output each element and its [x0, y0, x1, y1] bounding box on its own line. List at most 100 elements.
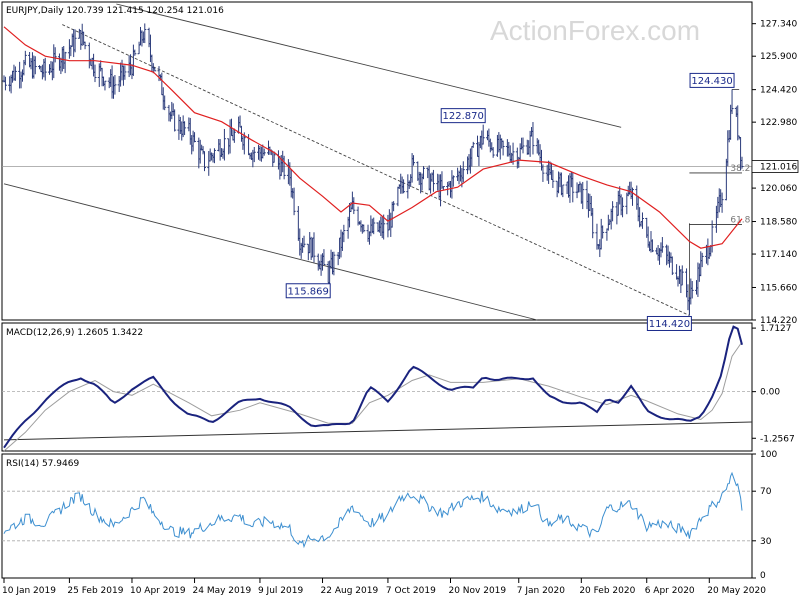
ohlc-bar	[491, 147, 495, 158]
ohlc-bar	[481, 124, 485, 145]
price-annotation: 122.870	[440, 108, 486, 124]
price-tick-label: 125.900	[760, 52, 797, 62]
ohlc-bar	[93, 64, 97, 83]
date-axis: 10 Jan 2019 25 Feb 2019 10 Apr 2019 24 May …	[2, 578, 766, 596]
ohlc-bar	[282, 155, 286, 180]
ohlc-bar	[461, 161, 465, 183]
rsi-header: RSI(14) 57.9469	[6, 459, 79, 469]
macd-tick-label: 0.00	[760, 388, 780, 398]
ohlc-bar	[412, 155, 416, 166]
ohlc-bar	[73, 29, 77, 53]
rsi-tick-label: 30	[760, 537, 772, 547]
macd-signal-line	[3, 341, 743, 452]
ohlc-bar	[232, 128, 236, 143]
date-tick-label: 9 Jul 2019	[258, 586, 303, 596]
macd-support-trendline	[3, 421, 753, 441]
ohlc-bar	[222, 128, 226, 161]
ohlc-bar	[113, 75, 117, 95]
rsi-reference-lines	[2, 490, 752, 542]
ohlc-bar	[3, 76, 7, 91]
ohlc-bar	[531, 122, 535, 155]
ohlc-bar	[700, 252, 704, 268]
ohlc-bar	[33, 56, 37, 75]
rsi-axis: 100 70 30 0	[752, 450, 777, 581]
ohlc-bar	[431, 169, 435, 192]
rsi-tick-label: 0	[760, 571, 766, 581]
macd-panel-frame	[1, 322, 753, 452]
ohlc-bar	[680, 265, 684, 286]
annotation-box	[689, 72, 735, 88]
ohlc-bar	[193, 132, 197, 143]
date-tick-label: 7 Jan 2020	[517, 586, 565, 596]
annotation-label: 122.870	[443, 111, 484, 122]
ohlc-bar	[631, 187, 635, 206]
price-tick-label: 121.016	[760, 163, 797, 173]
dotted-trendline	[62, 24, 690, 316]
price-annotation: 115.869	[285, 283, 331, 299]
ohlc-bar	[252, 146, 256, 163]
ohlc-bar	[670, 256, 674, 275]
price-tick-label: 120.060	[760, 184, 797, 194]
ohlc-bar	[541, 164, 545, 182]
date-tick-label: 7 Oct 2019	[386, 586, 436, 596]
ohlc-bar	[551, 170, 555, 188]
ohlc-bar	[392, 201, 396, 212]
ohlc-bar	[302, 235, 306, 248]
ohlc-bar	[396, 186, 400, 207]
main-header: EURJPY,Daily 120.739 121.415 120.254 121…	[6, 6, 224, 16]
macd-tick-label: -1.2567	[760, 434, 795, 444]
macd-header: MACD(12,26,9) 1.2605 1.3422	[6, 328, 143, 338]
rsi-line	[3, 471, 743, 549]
date-tick-label: 20 Feb 2020	[579, 586, 635, 596]
rsi-panel-frame	[1, 453, 753, 579]
annotation-label: 115.869	[288, 286, 329, 297]
watermark: ActionForex.com	[490, 15, 700, 46]
ohlc-bar	[561, 184, 565, 198]
ohlc-bar	[163, 95, 167, 111]
main-panel-frame	[1, 1, 753, 321]
ohlc-bar	[402, 179, 406, 194]
ohlc-bar	[13, 66, 17, 81]
ohlc-bar	[133, 49, 137, 56]
moving-average-line	[3, 26, 743, 249]
ohlc-bar	[202, 151, 206, 172]
ohlc-bar	[143, 23, 147, 44]
price-tick-label: 117.140	[760, 250, 797, 260]
ohlc-bar	[690, 281, 694, 299]
annotation-label: 114.420	[649, 319, 690, 330]
ohlc-bar	[153, 67, 157, 72]
date-tick-label: 22 Aug 2019	[321, 586, 379, 596]
ohlc-bar	[362, 224, 366, 233]
price-tick-label: 118.580	[760, 218, 797, 228]
macd-axis: 1.7127 0.00 -1.2567	[752, 324, 795, 444]
annotation-box	[646, 315, 692, 331]
ohlc-bar	[730, 89, 734, 115]
ohlc-bars	[2, 23, 744, 316]
ohlc-bar	[382, 214, 386, 240]
ohlc-bar	[43, 57, 47, 81]
ohlc-bar	[212, 148, 216, 164]
annotation-label: 124.430	[691, 76, 732, 87]
ohlc-bar	[173, 109, 177, 132]
ohlc-bar	[292, 187, 296, 216]
ohlc-bar	[640, 212, 644, 229]
ohlc-bar	[63, 51, 67, 74]
ohlc-bar	[421, 166, 425, 180]
ohlc-bar	[521, 137, 525, 154]
ohlc-bar	[660, 237, 664, 253]
ohlc-bar	[23, 50, 27, 66]
ohlc-bar	[621, 197, 625, 218]
date-tick-label: 10 Apr 2019	[130, 586, 186, 596]
price-tick-label: 114.220	[760, 316, 797, 326]
ohlc-bar	[53, 47, 57, 63]
ohlc-bar	[312, 232, 316, 263]
current-price-box	[751, 160, 799, 173]
ohlc-bar	[83, 41, 87, 50]
ohlc-bar	[342, 224, 346, 243]
ohlc-bar	[650, 239, 654, 253]
channel-lower-line	[3, 183, 538, 321]
ohlc-bar	[571, 172, 575, 203]
ohlc-bar	[352, 197, 356, 215]
ohlc-bar	[103, 80, 107, 91]
date-tick-label: 24 May 2019	[193, 586, 252, 596]
